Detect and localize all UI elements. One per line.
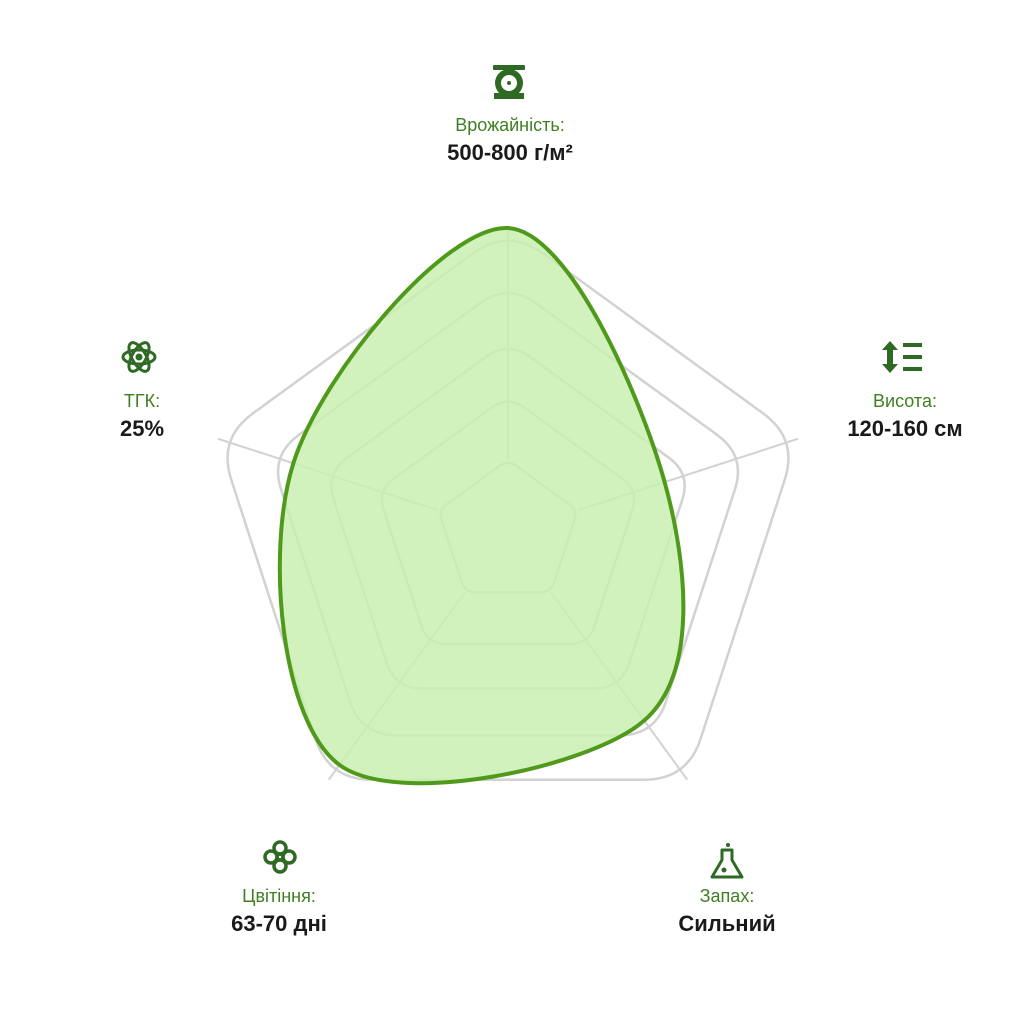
axis-detail: Сильний [678, 911, 775, 936]
icon-scale [493, 65, 525, 99]
axis-label: Врожайність: [455, 115, 565, 135]
axis-label: ТГК: [124, 391, 160, 411]
icon-height [882, 341, 922, 373]
axis-detail: 120-160 см [847, 416, 962, 441]
axis-label: Висота: [873, 391, 937, 411]
icon-atom [121, 341, 157, 373]
radar [217, 225, 799, 786]
icon-flower [263, 840, 297, 874]
axis-label: Цвітіння: [242, 886, 316, 906]
axis-label: Запах: [700, 886, 755, 906]
axis-detail: 500-800 г/м² [447, 140, 573, 165]
axis-detail: 25% [120, 416, 164, 441]
axis-detail: 63-70 дні [231, 911, 327, 936]
icon-flask [710, 843, 744, 879]
radar-area [277, 225, 686, 786]
